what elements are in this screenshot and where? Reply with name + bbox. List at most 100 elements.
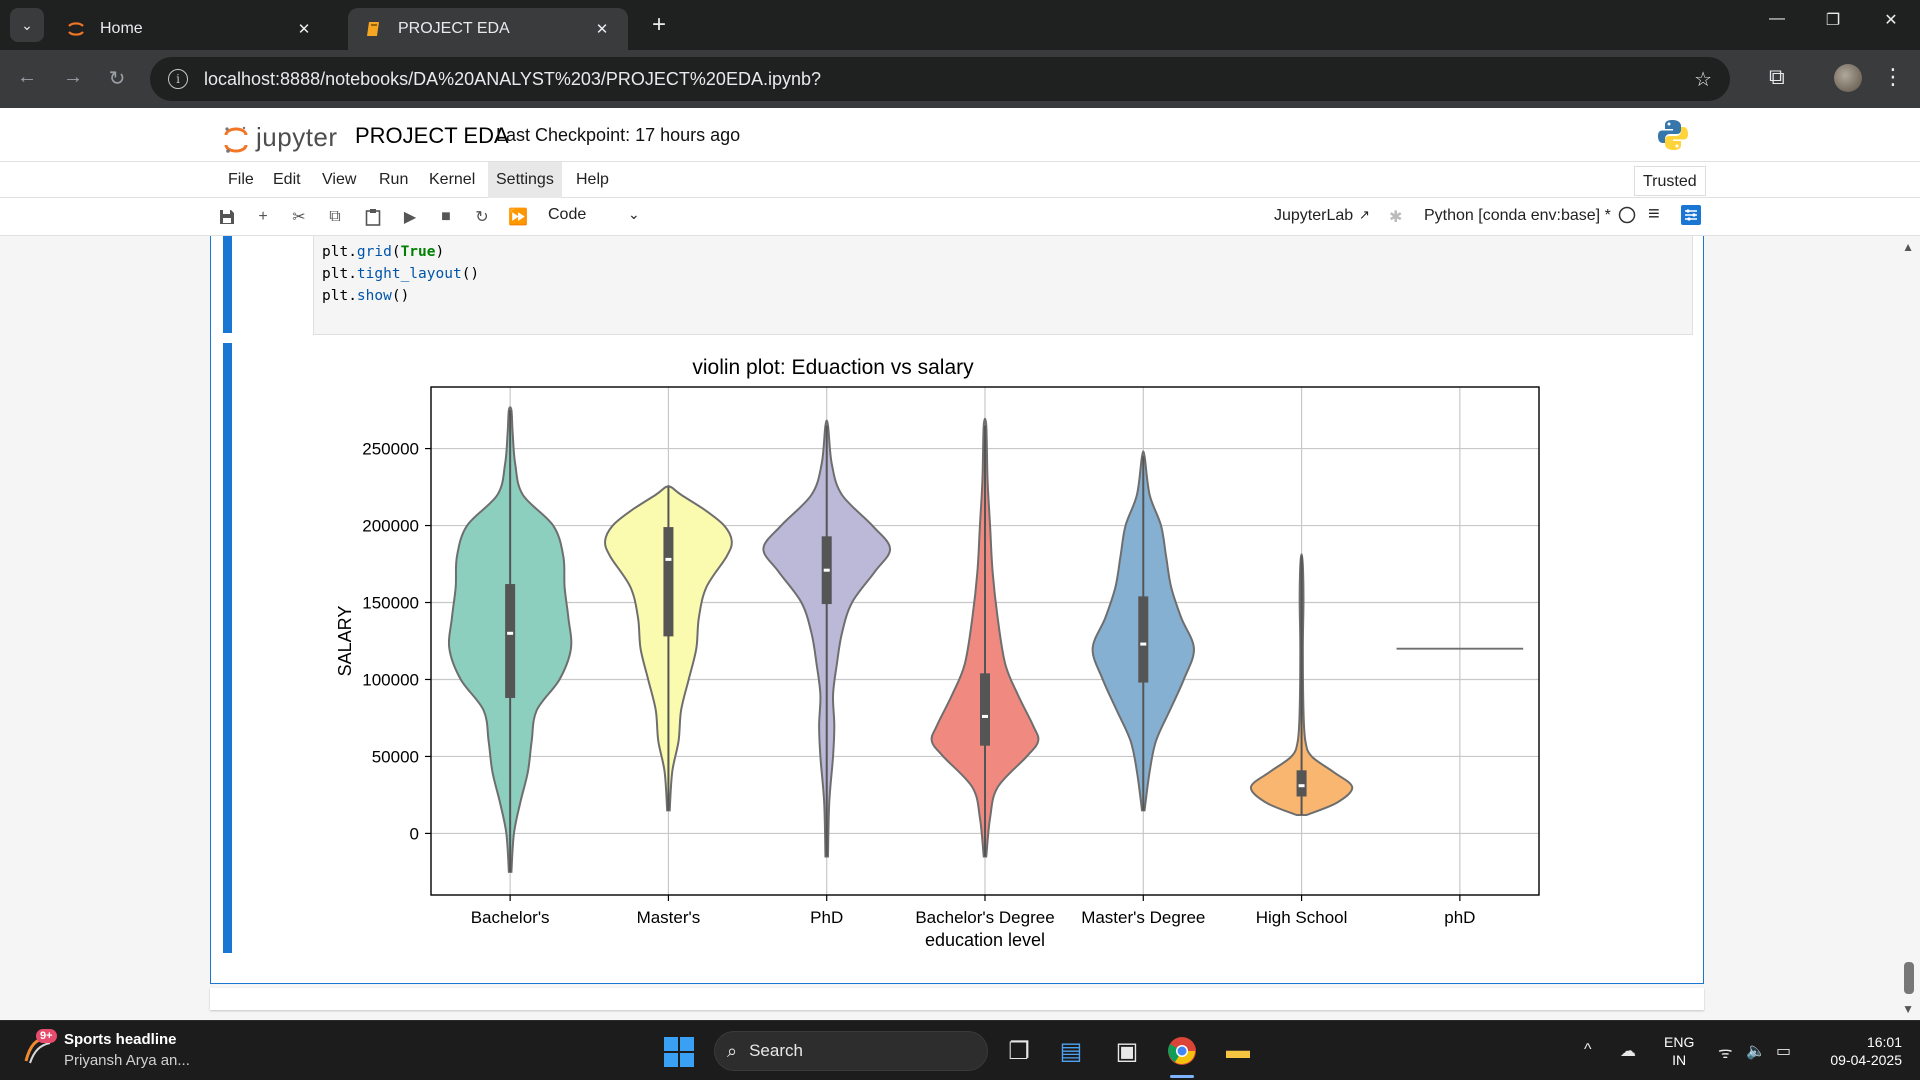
violin-median: [982, 714, 988, 718]
violin-median: [823, 568, 830, 572]
next-cell[interactable]: [210, 988, 1704, 1010]
notebook-area: plt.grid(True) plt.tight_layout() plt.sh…: [0, 236, 1920, 1020]
notebook-title[interactable]: PROJECT EDA: [355, 123, 509, 148]
scroll-down-arrow-icon[interactable]: ▼: [1902, 1002, 1914, 1016]
windows-start-icon[interactable]: [664, 1037, 694, 1067]
code-editor[interactable]: plt.grid(True) plt.tight_layout() plt.sh…: [313, 236, 1693, 335]
menu-view[interactable]: View: [322, 171, 357, 188]
y-tick-label: 150000: [362, 594, 419, 613]
property-inspector-icon[interactable]: [1680, 204, 1702, 231]
stop-icon[interactable]: ■: [441, 208, 451, 225]
forward-arrow-icon[interactable]: →: [63, 66, 83, 88]
system-clock[interactable]: 16:01 09-04-2025: [1830, 1034, 1902, 1068]
more-menu-icon[interactable]: ⋮: [1882, 64, 1904, 89]
jupyter-favicon-icon: [66, 19, 86, 39]
violin-iqr-box: [1138, 596, 1149, 683]
volume-icon[interactable]: 🔈: [1746, 1043, 1766, 1060]
news-headline[interactable]: Sports headline: [64, 1031, 177, 1048]
notification-badge: 9+: [36, 1029, 57, 1043]
chrome-icon[interactable]: [1166, 1035, 1198, 1067]
show-hidden-icons-chevron-icon[interactable]: ^: [1584, 1041, 1592, 1058]
address-bar[interactable]: i localhost:8888/notebooks/DA%20ANALYST%…: [150, 57, 1730, 101]
scrollbar-thumb[interactable]: [1904, 962, 1914, 994]
violin-iqr-box: [980, 673, 990, 746]
jupyter-menu-bar: File Edit View Run Kernel Settings Help …: [0, 162, 1920, 198]
x-tick-label: phD: [1444, 908, 1475, 927]
external-link-icon: ↗: [1359, 207, 1370, 222]
battery-icon[interactable]: ▭: [1776, 1043, 1792, 1060]
chevron-down-icon[interactable]: ⌄: [628, 206, 640, 222]
input-collapser[interactable]: [223, 236, 232, 333]
menu-run[interactable]: Run: [379, 171, 409, 188]
menu-edit[interactable]: Edit: [273, 171, 301, 188]
violin-iqr-box: [1296, 770, 1307, 797]
jupyter-header: jupyter PROJECT EDA Last Checkpoint: 17 …: [0, 108, 1920, 162]
debugger-bug-icon[interactable]: ✱: [1389, 209, 1403, 226]
trusted-indicator[interactable]: Trusted: [1634, 166, 1706, 196]
menu-kernel[interactable]: Kernel: [429, 171, 476, 188]
file-explorer-icon[interactable]: ▬: [1226, 1037, 1250, 1064]
terminal-icon[interactable]: ▣: [1115, 1037, 1139, 1065]
tab-title: PROJECT EDA: [398, 20, 510, 37]
code-line: plt.grid(True): [322, 244, 445, 260]
notepad-icon[interactable]: ▤: [1059, 1037, 1083, 1065]
x-tick-label: Master's Degree: [1081, 908, 1205, 927]
tab-project-eda[interactable]: PROJECT EDA ✕: [348, 8, 628, 50]
violin-median: [507, 631, 514, 635]
output-collapser[interactable]: [223, 343, 232, 953]
browser-tab-strip: ⌄ Home ✕ PROJECT EDA ✕ + — ❐ ✕: [0, 0, 1920, 50]
run-icon[interactable]: ▶: [403, 209, 417, 226]
violin-iqr-box: [505, 584, 516, 698]
cut-icon[interactable]: ✂: [292, 209, 306, 226]
python-logo-icon: [1656, 118, 1690, 152]
restart-run-all-icon[interactable]: ⏩: [508, 209, 528, 226]
tab-title: Home: [100, 20, 143, 37]
x-tick-label: Master's: [637, 908, 701, 927]
notebook-cell[interactable]: plt.grid(True) plt.tight_layout() plt.sh…: [210, 236, 1704, 984]
menu-settings[interactable]: Settings: [488, 162, 562, 198]
y-axis-label: SALARY: [335, 606, 355, 677]
y-tick-label: 50000: [372, 747, 419, 766]
menu-list-icon[interactable]: ≡: [1648, 203, 1660, 225]
taskbar-search[interactable]: ⌕ Search: [714, 1031, 988, 1071]
notebook-favicon-icon: [364, 19, 384, 39]
task-view-icon[interactable]: ❐: [1008, 1037, 1030, 1065]
paste-icon[interactable]: [362, 206, 384, 228]
active-app-indicator: [1170, 1075, 1194, 1078]
x-tick-label: High School: [1256, 908, 1348, 927]
reload-icon[interactable]: ↻: [108, 68, 126, 90]
kernel-status-circle-icon: [1618, 206, 1636, 229]
add-cell-icon[interactable]: +: [258, 208, 268, 225]
copy-icon[interactable]: ⧉: [329, 208, 341, 225]
jupyter-logo[interactable]: jupyter: [224, 122, 338, 153]
bookmark-star-icon[interactable]: ☆: [1694, 69, 1712, 91]
x-tick-label: PhD: [810, 908, 843, 927]
wifi-icon[interactable]: ᯤ: [1718, 1045, 1733, 1062]
tab-close-icon[interactable]: ✕: [297, 21, 311, 38]
search-icon: ⌕: [727, 1040, 738, 1061]
close-window-icon[interactable]: ✕: [1884, 12, 1898, 29]
violin-chart: violin plot: Eduaction vs salary 0 50000 1…: [335, 356, 1540, 950]
restore-icon[interactable]: ❐: [1825, 12, 1841, 29]
jupyterlab-link[interactable]: JupyterLab: [1274, 207, 1354, 224]
onedrive-icon[interactable]: ☁: [1620, 1043, 1636, 1060]
menu-help[interactable]: Help: [576, 171, 609, 188]
restart-icon[interactable]: ↻: [475, 209, 489, 226]
tab-home[interactable]: Home ✕: [50, 8, 330, 50]
back-arrow-icon[interactable]: ←: [17, 66, 37, 88]
extensions-puzzle-icon[interactable]: ⧉: [1769, 64, 1785, 89]
kernel-name[interactable]: Python [conda env:base] *: [1424, 207, 1611, 224]
profile-avatar[interactable]: [1834, 64, 1862, 92]
tab-search-chevron-icon[interactable]: ⌄: [10, 8, 44, 42]
scroll-up-arrow-icon[interactable]: ▲: [1902, 240, 1914, 254]
new-tab-plus-icon[interactable]: +: [652, 11, 667, 38]
news-subtitle[interactable]: Priyansh Arya an...: [64, 1052, 190, 1069]
tab-close-icon[interactable]: ✕: [595, 21, 609, 38]
cell-type-select[interactable]: Code: [548, 206, 587, 223]
y-tick-label: 250000: [362, 440, 419, 459]
menu-file[interactable]: File: [228, 171, 254, 188]
save-icon[interactable]: [216, 206, 238, 228]
site-info-icon[interactable]: i: [168, 69, 188, 89]
minimize-icon[interactable]: —: [1769, 10, 1785, 27]
language-indicator[interactable]: ENG IN: [1664, 1034, 1695, 1068]
